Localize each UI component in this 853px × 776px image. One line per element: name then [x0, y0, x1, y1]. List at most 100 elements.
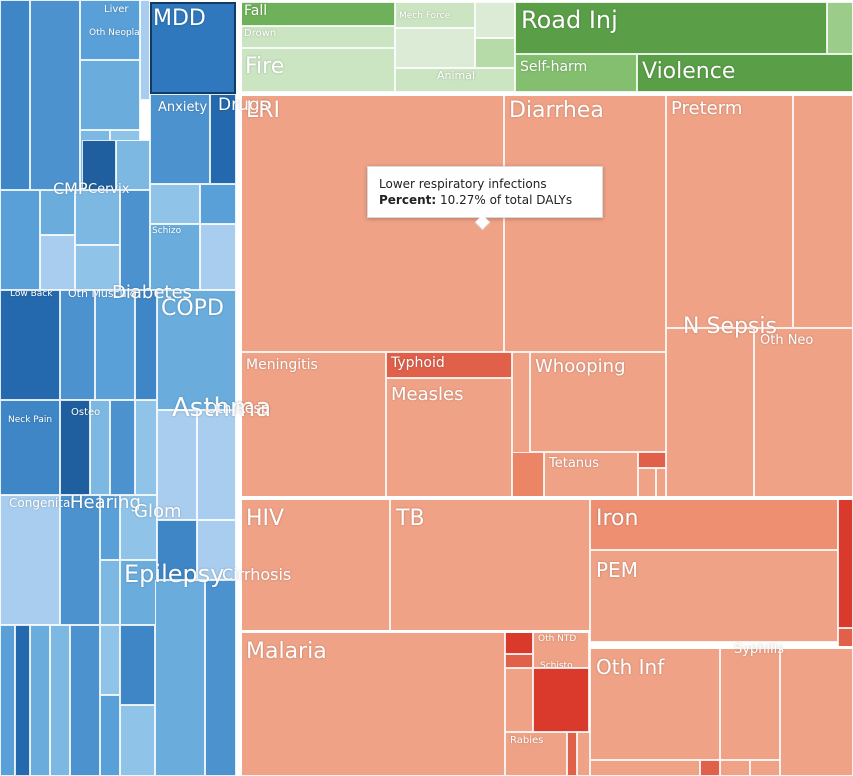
ncd-cell[interactable] — [95, 290, 135, 400]
communicable-cell-pem-red[interactable] — [838, 628, 853, 648]
ncd-cell[interactable] — [116, 140, 150, 190]
communicable-cell-bottom-d[interactable] — [750, 760, 780, 776]
ncd-cell[interactable] — [100, 560, 120, 625]
ncd-cell[interactable] — [205, 580, 236, 776]
ncd-cell[interactable] — [30, 0, 80, 190]
ncd-cell[interactable] — [157, 410, 197, 520]
communicable-cell-ntd-red-b[interactable] — [505, 654, 533, 668]
communicable-cell-lri[interactable] — [240, 94, 504, 352]
ncd-cell[interactable] — [100, 625, 120, 695]
ncd-cell[interactable] — [90, 400, 110, 495]
communicable-cell-ntd-c[interactable] — [505, 668, 533, 732]
communicable-cell-small-d[interactable] — [638, 468, 656, 498]
injury-cell[interactable] — [475, 2, 515, 38]
communicable-cell-bottom-c[interactable] — [720, 760, 750, 776]
ncd-cell[interactable] — [75, 245, 120, 290]
injury-cell[interactable] — [515, 2, 827, 54]
communicable-cell-schisto[interactable] — [533, 668, 589, 732]
ncd-cell[interactable] — [30, 625, 50, 776]
communicable-cell-n-sepsis[interactable] — [666, 328, 754, 498]
ncd-cell[interactable] — [157, 520, 197, 580]
communicable-cell-oth-inf-c[interactable] — [780, 648, 853, 776]
communicable-cell-small-e[interactable] — [656, 468, 666, 498]
ncd-cell[interactable] — [100, 495, 120, 560]
communicable-cell-typhoid[interactable] — [386, 352, 512, 378]
injury-cell[interactable] — [395, 28, 475, 68]
ncd-cell[interactable] — [135, 400, 157, 495]
ncd-cell[interactable] — [120, 495, 157, 560]
ncd-cell[interactable] — [70, 625, 100, 776]
ncd-cell[interactable] — [210, 94, 236, 184]
communicable-cell-hiv[interactable] — [240, 498, 390, 632]
ncd-cell[interactable] — [155, 580, 205, 776]
ncd-cell[interactable] — [80, 0, 140, 60]
injury-cell[interactable] — [395, 2, 475, 28]
communicable-cell-malaria[interactable] — [240, 632, 505, 776]
communicable-cell-iron-red[interactable] — [838, 498, 853, 628]
ncd-cell[interactable] — [100, 695, 120, 776]
communicable-cell-bottom-b[interactable] — [700, 760, 720, 776]
communicable-cell-pem[interactable] — [590, 550, 838, 642]
communicable-cell-diarrhea[interactable] — [504, 94, 666, 352]
ncd-cell[interactable] — [150, 224, 200, 290]
communicable-cell-iron[interactable] — [590, 498, 838, 550]
ncd-cell[interactable] — [60, 495, 100, 625]
ncd-cell[interactable] — [157, 290, 236, 410]
ncd-cell[interactable] — [0, 400, 60, 495]
communicable-cell-tetanus[interactable] — [544, 452, 638, 498]
injury-cell[interactable] — [515, 54, 637, 92]
ncd-cell[interactable] — [150, 94, 210, 184]
ncd-cell[interactable] — [120, 625, 155, 705]
ncd-cell[interactable] — [0, 495, 60, 625]
ncd-cell[interactable] — [197, 520, 236, 580]
communicable-cell-whooping[interactable] — [530, 352, 666, 452]
ncd-cell[interactable] — [200, 224, 236, 290]
communicable-cell-preterm-b[interactable] — [793, 94, 853, 328]
injury-cell[interactable] — [475, 38, 515, 68]
communicable-cell-rabies-red[interactable] — [567, 732, 577, 776]
injury-cell[interactable] — [395, 68, 515, 92]
injury-cell[interactable] — [827, 2, 853, 54]
injury-cell[interactable] — [637, 54, 853, 92]
injury-cell[interactable] — [240, 2, 395, 26]
ncd-cell[interactable] — [40, 235, 75, 290]
communicable-cell-small-b[interactable] — [512, 452, 544, 498]
ncd-cell[interactable] — [110, 400, 135, 495]
ncd-cell[interactable] — [15, 625, 30, 776]
communicable-cell-oth-neo[interactable] — [754, 328, 853, 498]
communicable-cell-oth-inf-b[interactable] — [720, 648, 780, 760]
ncd-cell[interactable] — [140, 0, 150, 100]
group-separator — [590, 646, 853, 649]
ncd-cell[interactable] — [0, 625, 15, 776]
ncd-cell[interactable] — [135, 290, 157, 400]
injury-cell[interactable] — [240, 48, 395, 92]
ncd-cell[interactable] — [197, 410, 236, 520]
communicable-cell-rabies-b[interactable] — [577, 732, 590, 776]
communicable-cell-ntd-red-a[interactable] — [505, 632, 533, 654]
communicable-cell-measles[interactable] — [386, 378, 512, 498]
communicable-cell-rabies[interactable] — [505, 732, 567, 776]
ncd-cell[interactable] — [150, 184, 200, 224]
communicable-cell-oth-inf[interactable] — [590, 648, 720, 760]
ncd-cell[interactable] — [0, 290, 60, 400]
ncd-cell[interactable] — [60, 290, 95, 400]
ncd-cell[interactable] — [200, 184, 236, 224]
ncd-cell[interactable] — [50, 625, 70, 776]
communicable-cell-tb[interactable] — [390, 498, 590, 632]
ncd-cell[interactable] — [120, 560, 157, 625]
ncd-cell[interactable] — [80, 60, 140, 130]
ncd-cell[interactable] — [40, 190, 75, 235]
ncd-cell[interactable] — [60, 400, 90, 495]
injury-cell[interactable] — [240, 26, 395, 48]
communicable-cell-small-c[interactable] — [638, 452, 666, 468]
ncd-cell[interactable] — [120, 705, 155, 776]
communicable-cell-bottom-a[interactable] — [590, 760, 700, 776]
ncd-cell[interactable] — [75, 190, 120, 245]
ncd-cell[interactable] — [0, 190, 40, 290]
ncd-cell[interactable] — [120, 190, 150, 290]
ncd-cell[interactable] — [82, 140, 116, 190]
communicable-cell-oth-ntd[interactable] — [533, 632, 589, 668]
communicable-cell-preterm[interactable] — [666, 94, 793, 328]
communicable-cell-meningitis[interactable] — [240, 352, 386, 498]
ncd-cell[interactable] — [0, 0, 30, 190]
